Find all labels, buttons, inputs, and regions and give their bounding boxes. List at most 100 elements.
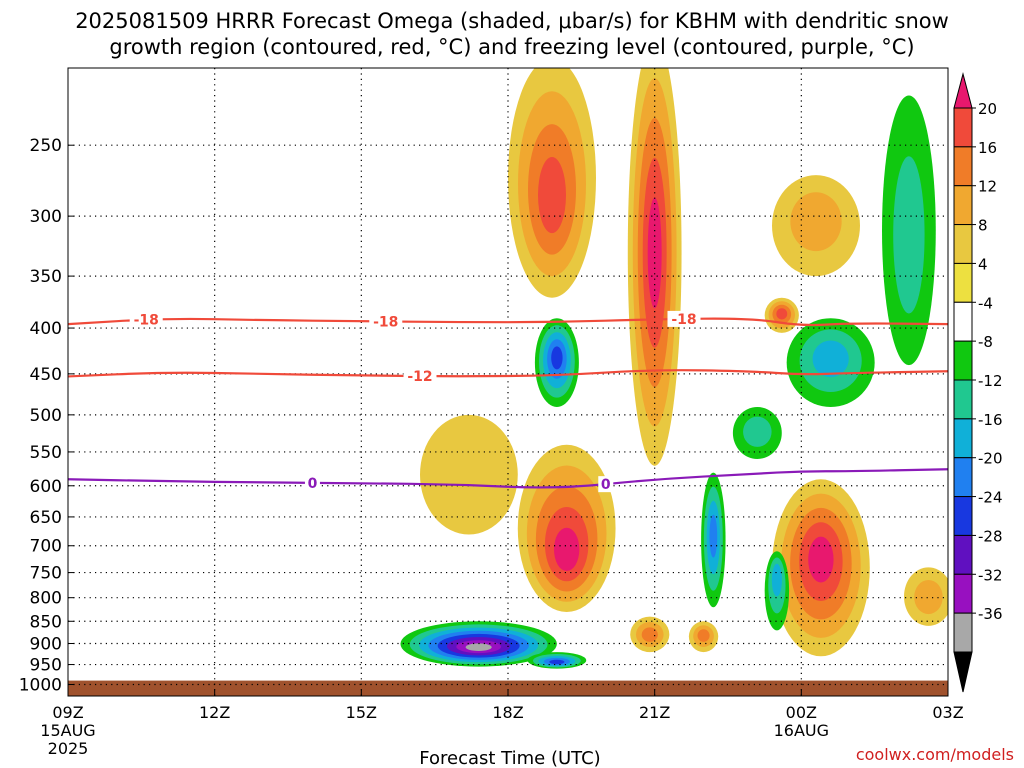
colorbar-label-5: -4 bbox=[978, 294, 993, 312]
colorbar-segment-0 bbox=[953, 107, 973, 148]
colorbar-label-12: -32 bbox=[978, 566, 1003, 584]
x-tick-label-09Z: 09Z bbox=[52, 703, 83, 722]
colorbar-segment-2 bbox=[953, 185, 973, 226]
x-tick-label-12Z: 12Z bbox=[199, 703, 230, 722]
contour-label--18-0: -18 bbox=[134, 312, 159, 328]
colorbar-segment-4 bbox=[953, 262, 973, 303]
x-tick-label-21Z: 21Z bbox=[639, 703, 670, 722]
contour-line--18 bbox=[68, 317, 948, 327]
colorbar-segment-1 bbox=[953, 146, 973, 187]
y-tick-label-850: 850 bbox=[30, 612, 62, 632]
contour-label-bg--18-0 bbox=[129, 311, 163, 328]
colorbar-label-2: 12 bbox=[978, 178, 997, 196]
omega-blob-17-level--12 bbox=[771, 563, 782, 597]
y-tick-label-800: 800 bbox=[30, 589, 62, 609]
colorbar-segment-6 bbox=[953, 340, 973, 381]
omega-blob-8-level-12 bbox=[697, 629, 710, 642]
colorbar-segment-7 bbox=[953, 379, 973, 420]
colorbar-label-3: 8 bbox=[978, 217, 988, 235]
contour-line-0 bbox=[68, 468, 948, 489]
omega-blob-6-level-4 bbox=[420, 414, 518, 535]
chart-title-line2: growth region (contoured, red, °C) and f… bbox=[109, 35, 914, 59]
contour-label-bg-0-0 bbox=[304, 474, 320, 491]
x-tick-label-15Z: 15Z bbox=[346, 703, 377, 722]
contour-label-0-0: 0 bbox=[308, 476, 318, 492]
colorbar-segment-3 bbox=[953, 224, 973, 264]
y-tick-label-250: 250 bbox=[30, 136, 62, 156]
y-tick-label-900: 900 bbox=[30, 635, 62, 655]
credit-text: coolwx.com/models bbox=[856, 745, 1014, 764]
y-tick-label-500: 500 bbox=[30, 406, 62, 426]
contour-label-0-1: 0 bbox=[601, 477, 611, 493]
omega-blob-2-level-8 bbox=[790, 192, 842, 252]
omega-blob-10-level--20 bbox=[551, 346, 563, 370]
colorbar-segment-11 bbox=[953, 534, 973, 575]
colorbar-top-arrow bbox=[953, 72, 973, 109]
colorbar-segment-5 bbox=[953, 301, 973, 342]
grid-lines bbox=[68, 68, 948, 696]
x-tick-date-09Z: 15AUG bbox=[40, 721, 95, 740]
y-tick-label-300: 300 bbox=[30, 207, 62, 227]
colorbar-label-7: -12 bbox=[978, 372, 1003, 390]
colorbar-label-10: -24 bbox=[978, 489, 1003, 507]
colorbar-segment-13 bbox=[953, 612, 973, 653]
colorbar-label-0: 20 bbox=[978, 100, 997, 118]
colorbar: 20 16 12 8 4 -4 -8 -12 -16 -20 -24 -28 -32 -36 bbox=[953, 72, 1003, 693]
omega-blob-4-level-20 bbox=[553, 527, 580, 572]
colorbar-bottom-arrow bbox=[953, 651, 973, 693]
y-tick-label-1000: 1000 bbox=[19, 676, 62, 696]
omega-blob-1-level-16 bbox=[538, 156, 566, 234]
y-tick-label-950: 950 bbox=[30, 656, 62, 676]
omega-blob-5-level-20 bbox=[808, 536, 834, 583]
colorbar-segment-12 bbox=[953, 573, 973, 614]
colorbar-label-11: -28 bbox=[978, 527, 1003, 545]
contour-lines: -18 -18 -18 -12 0 0 bbox=[68, 310, 948, 493]
x-tick-label-03Z: 03Z bbox=[932, 703, 963, 722]
colorbar-label-1: 16 bbox=[978, 139, 997, 157]
y-tick-label-450: 450 bbox=[30, 365, 62, 385]
x-axis-label: Forecast Time (UTC) bbox=[419, 748, 600, 768]
omega-blob-3-level-16 bbox=[776, 308, 788, 320]
omega-blob-11-level--12 bbox=[812, 340, 849, 378]
colorbar-segment-10 bbox=[953, 496, 973, 536]
y-tick-label-600: 600 bbox=[30, 477, 62, 497]
contour-label-bg--12-0 bbox=[403, 368, 437, 385]
colorbar-label-8: -16 bbox=[978, 411, 1003, 429]
contour-label-bg--18-2 bbox=[667, 310, 701, 327]
x-tick-label-18Z: 18Z bbox=[492, 703, 523, 722]
omega-blob-13-level--8 bbox=[893, 156, 925, 314]
omega-blob-7-level-12 bbox=[641, 627, 658, 642]
x-tick-year-09Z: 2025 bbox=[48, 739, 89, 758]
y-tick-label-700: 700 bbox=[30, 537, 62, 557]
x-tick-date-00Z: 16AUG bbox=[774, 721, 829, 740]
omega-blob-14-level--16 bbox=[709, 514, 718, 558]
colorbar-segment-8 bbox=[953, 418, 973, 459]
contour-label--18-1: -18 bbox=[373, 314, 398, 330]
contour-line--12 bbox=[68, 369, 948, 378]
colorbar-label-6: -8 bbox=[978, 333, 993, 351]
y-tick-label-350: 350 bbox=[30, 267, 62, 287]
contour-label-bg-0-1 bbox=[598, 476, 614, 493]
omega-blob-0-level-20 bbox=[647, 197, 662, 309]
x-tick-label-00Z: 00Z bbox=[786, 703, 817, 722]
omega-blob-16-level--20 bbox=[549, 659, 565, 665]
y-tick-label-750: 750 bbox=[30, 564, 62, 584]
omega-blob-15-level--32 bbox=[465, 643, 492, 651]
y-tick-label-550: 550 bbox=[30, 443, 62, 463]
ground-surface bbox=[68, 680, 948, 696]
colorbar-label-13: -36 bbox=[978, 605, 1003, 623]
contour-label--12-0: -12 bbox=[407, 369, 432, 385]
y-axis-ticks: 250 300 350 400 450 500 550 600 650 700 750 800 850 9… bbox=[19, 136, 74, 696]
contour-label-bg--18-1 bbox=[369, 313, 403, 330]
chart-title-line1: 2025081509 HRRR Forecast Omega (shaded, … bbox=[75, 9, 949, 33]
colorbar-segment-9 bbox=[953, 457, 973, 498]
y-tick-label-650: 650 bbox=[30, 508, 62, 528]
colorbar-label-4: 4 bbox=[978, 255, 988, 273]
colorbar-label-9: -20 bbox=[978, 450, 1003, 468]
omega-blob-12-level--8 bbox=[743, 416, 772, 447]
omega-blob-9-level-8 bbox=[914, 580, 943, 615]
contour-label--18-2: -18 bbox=[671, 312, 696, 328]
y-tick-label-400: 400 bbox=[30, 319, 62, 339]
